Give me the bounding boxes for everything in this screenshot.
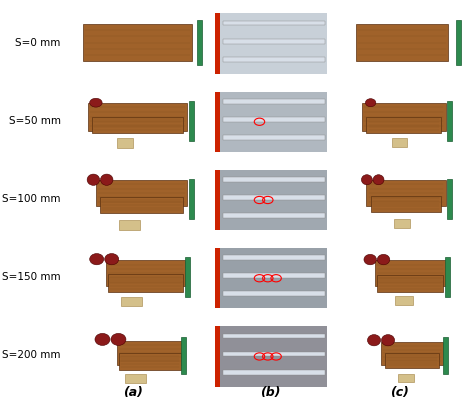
Bar [371, 196, 441, 212]
Text: (b): (b) [261, 385, 281, 399]
Bar [356, 25, 447, 61]
Bar [215, 13, 219, 74]
Ellipse shape [90, 98, 102, 107]
Ellipse shape [365, 99, 376, 107]
Bar [392, 139, 407, 147]
Bar [119, 354, 181, 370]
Bar [119, 220, 140, 230]
Bar [125, 375, 146, 383]
Bar [189, 179, 194, 219]
Bar [198, 21, 202, 65]
Bar [117, 341, 183, 366]
Bar [443, 337, 448, 374]
Bar [185, 257, 190, 297]
Ellipse shape [95, 333, 110, 345]
Ellipse shape [105, 254, 118, 265]
Bar [362, 103, 446, 131]
Bar [223, 177, 325, 182]
Bar [223, 21, 325, 25]
Bar [445, 257, 450, 297]
Bar [223, 291, 325, 296]
Ellipse shape [367, 335, 381, 346]
Text: S=0 mm: S=0 mm [15, 38, 61, 48]
Bar [223, 334, 325, 339]
Ellipse shape [111, 333, 126, 345]
Bar [215, 170, 327, 230]
Bar [109, 274, 183, 292]
Bar [215, 248, 219, 308]
Bar [215, 326, 219, 387]
Bar [88, 103, 187, 131]
Bar [375, 260, 446, 286]
Bar [100, 197, 183, 213]
Text: S=150 mm: S=150 mm [2, 272, 61, 282]
Bar [223, 99, 325, 104]
Bar [215, 170, 219, 230]
Bar [223, 117, 325, 122]
Bar [223, 39, 325, 44]
Text: (c): (c) [390, 385, 409, 399]
Bar [189, 101, 194, 141]
Bar [385, 353, 439, 368]
Text: (a): (a) [123, 385, 143, 399]
Bar [215, 248, 327, 308]
Bar [215, 92, 219, 152]
Bar [106, 260, 185, 286]
Bar [223, 351, 325, 356]
Bar [223, 57, 325, 61]
Bar [96, 180, 187, 206]
Bar [223, 370, 325, 375]
Bar [117, 138, 133, 148]
Ellipse shape [87, 174, 100, 185]
Bar [377, 275, 444, 292]
Ellipse shape [361, 175, 373, 185]
Ellipse shape [382, 335, 394, 346]
Bar [223, 274, 325, 278]
Bar [381, 342, 444, 365]
Ellipse shape [364, 255, 376, 265]
Bar [83, 25, 191, 61]
Bar [398, 374, 414, 381]
Bar [393, 219, 410, 228]
Bar [215, 13, 327, 74]
Bar [121, 297, 142, 306]
Bar [223, 195, 325, 200]
Bar [366, 117, 441, 133]
Text: S=100 mm: S=100 mm [2, 194, 61, 204]
Bar [447, 179, 452, 219]
Text: S=50 mm: S=50 mm [9, 116, 61, 126]
Ellipse shape [377, 255, 390, 265]
Bar [223, 135, 325, 140]
Bar [223, 255, 325, 260]
Bar [215, 326, 327, 387]
Bar [447, 101, 452, 141]
Bar [366, 180, 446, 206]
Text: S=200 mm: S=200 mm [2, 350, 61, 360]
Ellipse shape [373, 175, 384, 185]
Bar [181, 337, 186, 374]
Ellipse shape [100, 174, 113, 185]
Bar [215, 92, 327, 152]
Bar [456, 21, 461, 65]
Bar [223, 213, 325, 218]
Bar [395, 297, 413, 305]
Ellipse shape [90, 254, 104, 265]
Bar [92, 117, 183, 133]
